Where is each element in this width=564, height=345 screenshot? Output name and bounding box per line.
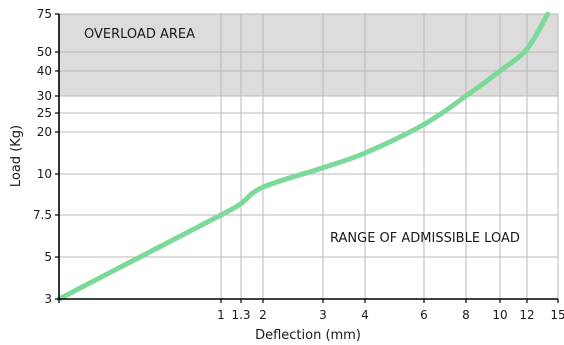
y-tick-label: 40 <box>37 64 52 78</box>
y-tick-label: 10 <box>37 167 52 181</box>
x-tick-label: 8 <box>462 308 470 322</box>
x-tick-label: 6 <box>420 308 428 322</box>
overload-region <box>59 14 558 96</box>
y-tick-label: 50 <box>37 45 52 59</box>
x-tick-label: 4 <box>361 308 369 322</box>
y-tick-label: 20 <box>37 125 52 139</box>
labels-layer: 3 5 7.5 10 20 25 30 40 50 75 1 1.3 2 3 4 6 8 10 12 15 Deflec… <box>9 7 564 343</box>
y-tick-label: 7.5 <box>33 208 52 222</box>
y-tick-label: 5 <box>44 250 52 264</box>
y-axis-title: Load (Kg) <box>9 125 24 187</box>
x-tick-label: 12 <box>519 308 534 322</box>
regions-layer <box>59 14 558 299</box>
y-tick-label: 25 <box>37 106 52 120</box>
x-tick-label: 1.3 <box>231 308 250 322</box>
y-tick-label: 30 <box>37 89 52 103</box>
x-tick-label: 2 <box>259 308 267 322</box>
y-tick-label: 3 <box>44 292 52 306</box>
y-tick-label: 75 <box>37 7 52 21</box>
grid-layer <box>59 13 559 299</box>
admissible-range-label: RANGE OF ADMISSIBLE LOAD <box>330 231 520 246</box>
admissible-region <box>59 96 558 299</box>
x-tick-label: 3 <box>319 308 327 322</box>
curve-layer <box>56 11 551 302</box>
series-line-0 <box>56 11 551 302</box>
x-axis-title: Deflection (mm) <box>255 328 361 343</box>
x-tick-label: 10 <box>492 308 507 322</box>
x-tick-label: 1 <box>217 308 225 322</box>
x-tick-label: 15 <box>550 308 564 322</box>
axes-layer <box>55 13 559 303</box>
overload-area-label: OVERLOAD AREA <box>84 27 195 42</box>
